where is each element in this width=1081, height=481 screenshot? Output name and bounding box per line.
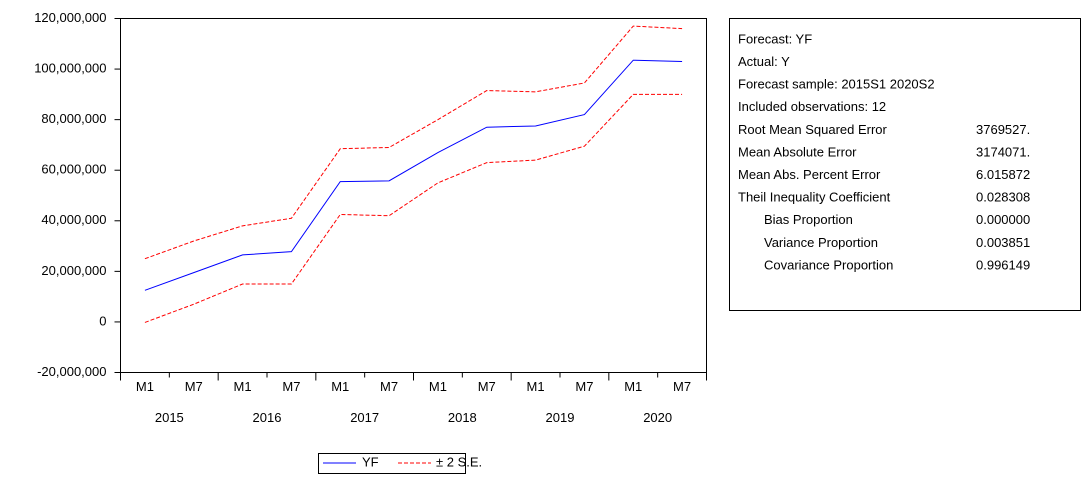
se-upper-line — [144, 25, 683, 260]
stats-value: 6.015872 — [976, 167, 1030, 182]
stats-value: 0.028308 — [976, 190, 1030, 205]
stats-header: Actual: Y — [738, 54, 790, 69]
legend-box — [318, 453, 466, 474]
x-tick-label: M1 — [234, 379, 252, 394]
y-tick-label: 100,000,000 — [34, 61, 106, 76]
x-tick-label: M1 — [624, 379, 642, 394]
x-tick-label: M1 — [331, 379, 349, 394]
x-tick-label: M1 — [429, 379, 447, 394]
y-tick-label: 0 — [99, 313, 106, 328]
x-tick-label: M7 — [478, 379, 496, 394]
stats-label: Root Mean Squared Error — [738, 122, 888, 137]
stats-value: 3769527. — [976, 122, 1030, 137]
stats-label: Covariance Proportion — [764, 257, 893, 272]
stats-label: Bias Proportion — [764, 212, 853, 227]
x-tick-label: M1 — [136, 379, 154, 394]
stats-label: Theil Inequality Coefficient — [738, 190, 891, 205]
stats-header: Included observations: 12 — [738, 99, 886, 114]
series-line — [144, 59, 683, 291]
y-tick-label: 80,000,000 — [41, 111, 106, 126]
x-tick-label: M7 — [282, 379, 300, 394]
x-tick-label: M7 — [185, 379, 203, 394]
stats-header: Forecast: YF — [738, 31, 812, 46]
x-tick-label: M7 — [673, 379, 691, 394]
stats-value: 0.003851 — [976, 235, 1030, 250]
se-lower-line — [144, 93, 683, 323]
x-group-label: 2016 — [253, 410, 282, 425]
x-group-label: 2019 — [546, 410, 575, 425]
legend-label: ± 2 S.E. — [436, 454, 482, 469]
stats-value: 0.996149 — [976, 257, 1030, 272]
stats-value: 0.000000 — [976, 212, 1030, 227]
x-group-label: 2018 — [448, 410, 477, 425]
x-group-label: 2015 — [155, 410, 184, 425]
stats-label: Mean Abs. Percent Error — [738, 167, 881, 182]
stats-label: Mean Absolute Error — [738, 144, 857, 159]
stats-header: Forecast sample: 2015S1 2020S2 — [738, 77, 935, 92]
y-tick-label: 40,000,000 — [41, 212, 106, 227]
y-tick-label: 60,000,000 — [41, 162, 106, 177]
y-tick-label: -20,000,000 — [37, 364, 106, 379]
x-group-label: 2017 — [350, 410, 379, 425]
x-tick-label: M7 — [575, 379, 593, 394]
stats-value: 3174071. — [976, 144, 1030, 159]
plot-frame — [120, 18, 707, 373]
x-tick-label: M7 — [380, 379, 398, 394]
x-tick-label: M1 — [527, 379, 545, 394]
stats-label: Variance Proportion — [764, 235, 878, 250]
x-group-label: 2020 — [643, 410, 672, 425]
legend-label: YF — [362, 454, 379, 469]
y-tick-label: 120,000,000 — [34, 10, 106, 25]
y-tick-label: 20,000,000 — [41, 263, 106, 278]
